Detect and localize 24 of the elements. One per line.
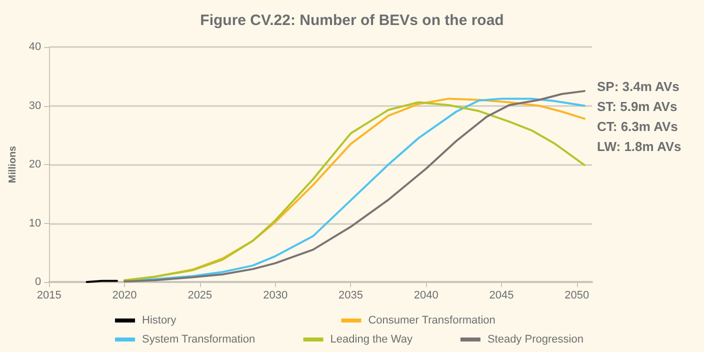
x-tick-label: 2035 — [338, 290, 363, 302]
x-tick-label: 2045 — [489, 290, 514, 302]
legend-label: System Transformation — [142, 334, 256, 346]
y-axis-title: Millions — [8, 145, 18, 184]
x-tick-label: 2050 — [564, 290, 590, 302]
y-tick-label: 20 — [28, 158, 42, 170]
legend-label: History — [142, 314, 177, 326]
y-tick-label: 0 — [35, 276, 42, 288]
legend-label: Consumer Transformation — [368, 314, 496, 326]
x-tick-label: 2020 — [112, 290, 137, 302]
chart-title: Figure CV.22: Number of BEVs on the road — [200, 12, 504, 29]
legend-label: Steady Progression — [487, 334, 584, 346]
x-tick-label: 2025 — [188, 290, 212, 302]
y-tick-label: 30 — [28, 100, 42, 112]
x-tick-label: 2030 — [263, 290, 288, 302]
legend-label: Leading the Way — [330, 334, 413, 346]
x-tick-label: 2015 — [36, 290, 62, 302]
text: SP: 3.4m AVs — [597, 79, 680, 94]
y-tick-label: 10 — [28, 217, 42, 230]
text: ST: 5.9m AVs — [597, 99, 678, 114]
x-tick-label: 2040 — [414, 290, 438, 302]
text: LW: 1.8m AVs — [597, 139, 682, 154]
y-tick-label: 40 — [28, 41, 42, 53]
text: CT: 6.3m AVs — [597, 119, 678, 134]
